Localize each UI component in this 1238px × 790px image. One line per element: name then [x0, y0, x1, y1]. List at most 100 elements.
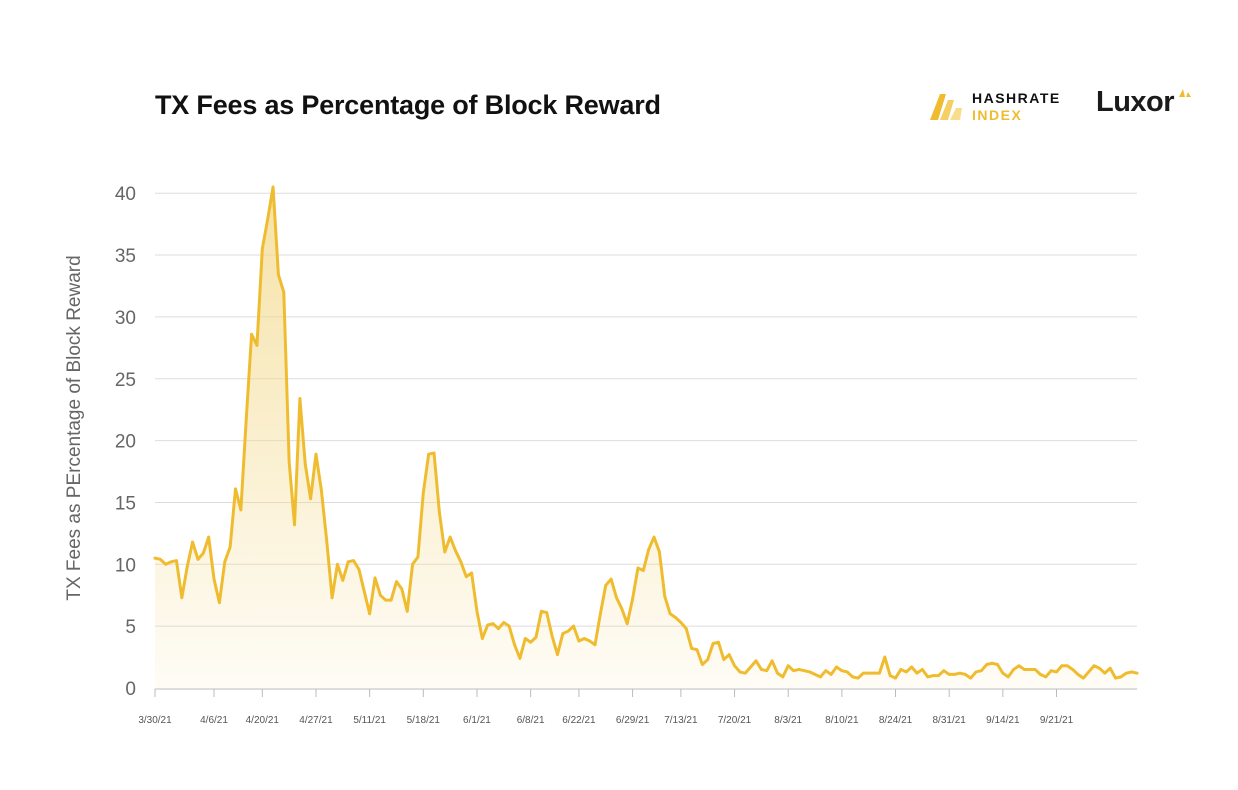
- data-point: [588, 639, 592, 643]
- data-point: [835, 665, 838, 669]
- x-tick-label: 9/14/21: [986, 715, 1020, 726]
- data-point: [277, 273, 280, 277]
- data-point: [534, 635, 538, 639]
- data-point: [346, 560, 350, 564]
- data-point: [1033, 668, 1037, 671]
- x-tick-label: 8/3/21: [774, 715, 802, 726]
- data-point: [217, 601, 221, 605]
- data-point: [808, 670, 812, 674]
- x-tick-label: 4/20/21: [246, 715, 280, 726]
- data-point: [1087, 670, 1091, 674]
- y-tick-label: 25: [115, 370, 136, 391]
- data-point: [598, 612, 602, 616]
- data-point: [319, 488, 323, 492]
- data-point: [244, 418, 248, 421]
- data-point: [475, 609, 479, 613]
- data-point: [786, 664, 790, 668]
- hashrate-index-logo-icon: [930, 94, 962, 120]
- y-tick-label: 35: [115, 246, 136, 267]
- data-point: [636, 566, 640, 570]
- data-point: [357, 567, 361, 571]
- data-point: [507, 624, 511, 628]
- y-tick-label: 20: [115, 432, 136, 453]
- data-point: [185, 565, 189, 569]
- data-point: [260, 247, 264, 251]
- data-point: [421, 491, 425, 494]
- data-point: [824, 669, 828, 673]
- data-point: [1039, 672, 1042, 676]
- data-point: [529, 640, 533, 644]
- data-point: [770, 659, 774, 663]
- data-point: [829, 672, 833, 676]
- data-point: [561, 632, 565, 635]
- data-point: [1124, 671, 1128, 675]
- data-point: [851, 675, 854, 679]
- data-point: [443, 550, 447, 554]
- data-point: [293, 523, 296, 527]
- data-point: [722, 658, 726, 661]
- data-point: [1076, 672, 1080, 676]
- data-point: [480, 637, 484, 640]
- data-point: [904, 670, 908, 674]
- data-point: [223, 560, 227, 564]
- data-point: [175, 559, 178, 562]
- data-point: [1022, 668, 1026, 671]
- data-point: [448, 535, 452, 539]
- data-point: [282, 290, 286, 294]
- area-fill: [155, 187, 1137, 688]
- data-point: [878, 671, 881, 675]
- data-point: [743, 671, 747, 675]
- data-point: [969, 676, 973, 680]
- data-point: [362, 590, 366, 593]
- luxor-wordmark: Luxor: [1096, 86, 1175, 118]
- x-tick-label: 6/22/21: [562, 715, 596, 726]
- data-point: [582, 637, 586, 640]
- data-point: [942, 669, 946, 673]
- data-point: [239, 508, 243, 512]
- data-point: [759, 668, 763, 671]
- data-point: [368, 612, 372, 616]
- data-point: [953, 672, 956, 676]
- data-point: [228, 545, 232, 549]
- data-point: [674, 616, 677, 619]
- x-axis: 3/30/21 4/6/21 4/20/21 4/27/21 5/11/21 5/18/2…: [138, 689, 1074, 726]
- hashrate-index-wordmark: HASHRATE INDEX: [972, 90, 1061, 124]
- data-point: [996, 663, 999, 666]
- data-point: [513, 643, 516, 647]
- x-tick-label: 9/21/21: [1040, 715, 1074, 726]
- data-point: [1119, 675, 1123, 679]
- data-point: [926, 675, 930, 679]
- data-point: [695, 648, 699, 652]
- data-point: [1006, 675, 1010, 679]
- data-point: [845, 670, 849, 674]
- data-point: [373, 576, 377, 580]
- data-point: [609, 577, 613, 581]
- data-point: [883, 655, 887, 659]
- data-point: [400, 587, 404, 591]
- data-point: [888, 674, 892, 678]
- data-point: [974, 670, 978, 674]
- data-point: [491, 622, 495, 626]
- data-point: [937, 674, 940, 678]
- data-point: [250, 332, 253, 336]
- data-point: [915, 671, 919, 675]
- brand-line-2: INDEX: [972, 107, 1023, 123]
- data-point: [389, 598, 393, 602]
- y-tick-label: 5: [125, 617, 136, 638]
- data-point: [539, 609, 543, 613]
- chart-title: TX Fees as Percentage of Block Reward: [155, 90, 661, 120]
- data-point: [486, 623, 490, 627]
- data-point: [647, 548, 651, 551]
- data-point: [802, 669, 806, 673]
- data-point: [899, 668, 903, 671]
- x-tick-label: 7/13/21: [664, 715, 698, 726]
- data-point: [1044, 675, 1048, 679]
- data-point: [309, 497, 313, 501]
- data-point: [153, 556, 157, 560]
- x-tick-label: 8/31/21: [932, 715, 966, 726]
- data-point: [459, 560, 463, 564]
- data-point: [191, 540, 194, 544]
- data-point: [819, 675, 822, 679]
- data-point: [336, 562, 339, 566]
- data-points: [153, 185, 1139, 680]
